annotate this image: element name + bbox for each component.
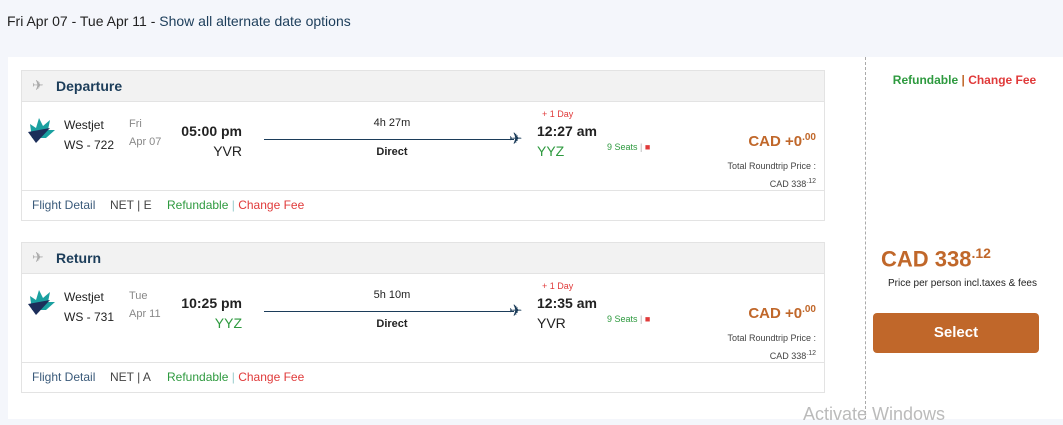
flight-detail-link[interactable]: Flight Detail [32,198,96,212]
duration: 4h 27m [373,117,411,129]
plane-takeoff-icon: ✈ [32,77,44,93]
refundable-label: Refundable [892,73,959,87]
departure-time: 10:25 pm [181,295,242,311]
airline-info: Westjet WS - 722 [64,115,114,155]
selected-dates: Fri Apr 07 - Tue Apr 11 [7,13,147,29]
plus-day: + 1 Day [542,109,574,119]
weekday: Tue [129,290,148,302]
flight-number: WS - 731 [64,310,115,324]
route-line [264,311,514,312]
departure: 10:25 pm YYZ [172,293,242,333]
plus-day: + 1 Day [542,281,574,291]
weekday: Fri [129,118,142,130]
flight-number: WS - 722 [64,138,115,152]
leg-title: Return [56,250,102,266]
departure-date: Tue Apr 11 [129,287,161,323]
fare-class: NET | E [110,198,152,212]
separator: - [146,13,160,29]
duration: 5h 10m [373,289,411,301]
departure-date: Fri Apr 07 [129,115,161,151]
leg-price: CAD +0.00 [748,304,816,322]
total-price: CAD 338.12 [881,245,991,272]
plane-icon: ✈ [509,303,523,320]
arrival: 12:35 am YVR [537,293,597,333]
arrival-airport: YYZ [537,143,565,159]
flight-detail-link[interactable]: Flight Detail [32,370,96,384]
westjet-logo-icon [28,290,55,315]
leg-title: Departure [56,78,123,94]
alternate-dates-link[interactable]: Show all alternate date options [159,13,351,29]
windows-watermark: Activate Windows [803,404,946,424]
fare-class: NET | A [110,370,151,384]
change-fee-link[interactable]: Change Fee [968,73,1037,87]
departure-time: 05:00 pm [181,123,242,139]
leg-price: CAD +0.00 [748,132,816,150]
departure-airport: YVR [213,143,242,159]
roundtrip-total: Total Roundtrip Price : CAD 338.12 [727,333,816,361]
price-note: Price per person incl.taxes & fees [888,278,1037,289]
plane-icon: ✈ [509,131,523,148]
stops: Direct [376,318,408,330]
arrival-time: 12:35 am [537,295,597,311]
airline-info: Westjet WS - 731 [64,287,114,327]
refundable-label: Refundable [167,198,229,212]
select-button[interactable]: Select [873,313,1039,353]
arrival-airport: YVR [537,315,566,331]
westjet-logo-icon [28,118,55,143]
seats: 9 Seats | ■ [607,142,651,152]
fare-rules: Refundable | Change Fee [892,73,1037,87]
flight-result-card: ✈ Departure Westjet WS - 722 Fri Apr 07 05:… [8,57,1063,419]
departure-airport: YYZ [214,315,242,331]
airline-name: Westjet [64,118,104,132]
roundtrip-total: Total Roundtrip Price : CAD 338.12 [727,161,816,189]
seats: 9 Seats | ■ [607,314,651,324]
arrival: 12:27 am YYZ [537,121,597,161]
divider [865,57,866,419]
flight-leg: ✈ Return Westjet WS - 731 Tue Apr 11 10:25 … [21,242,825,393]
plane-landing-icon: ✈ [32,249,44,265]
baggage-icon: ■ [644,142,651,152]
baggage-icon: ■ [644,314,651,324]
date: Apr 07 [129,136,162,148]
date: Apr 11 [129,308,161,320]
date-header: Fri Apr 07 - Tue Apr 11 - Show all alter… [0,0,1063,42]
flight-leg: ✈ Departure Westjet WS - 722 Fri Apr 07 05:… [21,70,825,221]
departure: 05:00 pm YVR [172,121,242,161]
airline-name: Westjet [64,290,104,304]
route-line [264,139,514,140]
refundable-label: Refundable [167,370,229,384]
change-fee-link[interactable]: Change Fee [238,198,305,212]
arrival-time: 12:27 am [537,123,597,139]
change-fee-link[interactable]: Change Fee [238,370,305,384]
stops: Direct [376,146,408,158]
